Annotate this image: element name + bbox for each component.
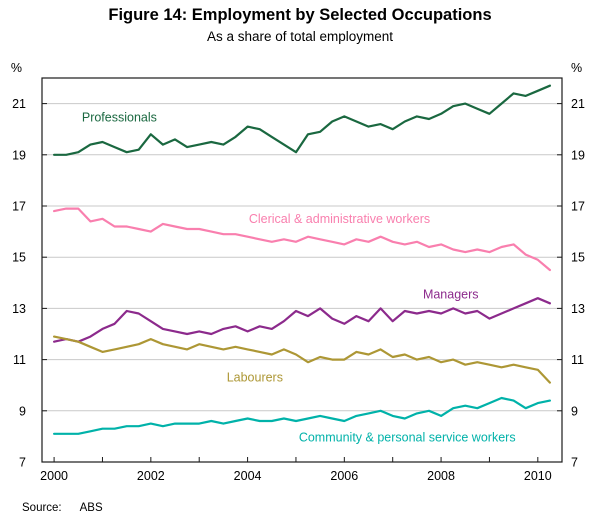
x-tick-label-2000: 2000 xyxy=(40,469,68,483)
source-label: Source: xyxy=(22,502,62,514)
y-tick-label-right-21: 21 xyxy=(571,97,585,111)
y-tick-label-right-9: 9 xyxy=(571,404,578,418)
y-tick-label-left-21: 21 xyxy=(12,97,26,111)
chart-title: Figure 14: Employment by Selected Occupa… xyxy=(108,6,492,24)
x-tick-label-2010: 2010 xyxy=(524,469,552,483)
series-line-managers xyxy=(52,297,552,343)
series-line-professionals xyxy=(52,84,552,156)
plot-border xyxy=(41,77,563,463)
y-tick-label-left-9: 9 xyxy=(19,404,26,418)
series-line-clerical-administrative-workers xyxy=(52,207,552,272)
x-tick-label-2004: 2004 xyxy=(234,469,262,483)
y-tick-label-left-7: 7 xyxy=(19,456,26,470)
unit-label-right: % xyxy=(571,61,582,75)
source-line: Source: ABS xyxy=(0,502,600,514)
x-tick-label-2002: 2002 xyxy=(137,469,165,483)
y-tick-label-right-19: 19 xyxy=(571,148,585,162)
y-tick-label-right-13: 13 xyxy=(571,302,585,316)
y-tick-label-right-15: 15 xyxy=(571,251,585,265)
x-tick-label-2006: 2006 xyxy=(330,469,358,483)
y-tick-label-right-7: 7 xyxy=(571,456,578,470)
x-tick-label-2008: 2008 xyxy=(427,469,455,483)
series-label-clerical-administrative-workers: Clerical & administrative workers xyxy=(249,212,430,226)
series-label-community-personal-service-workers: Community & personal service workers xyxy=(299,431,516,445)
y-tick-label-right-17: 17 xyxy=(571,200,585,214)
employment-line-chart: 7 7 9 9 11 11 13 13 15 15 17 17 19 19 21 21% % 2000 2002 20… xyxy=(11,61,585,483)
series-label-labourers: Labourers xyxy=(227,371,283,385)
figure-header: Figure 14: Employment by Selected Occupa… xyxy=(0,0,600,55)
y-tick-label-left-19: 19 xyxy=(12,148,26,162)
source-value: ABS xyxy=(79,502,103,514)
series-line-community-personal-service-workers xyxy=(52,396,552,435)
y-tick-label-left-15: 15 xyxy=(12,251,26,265)
y-tick-label-left-11: 11 xyxy=(13,353,26,367)
series-label-managers: Managers xyxy=(423,287,479,301)
unit-label-left: % xyxy=(11,61,22,75)
y-tick-label-left-17: 17 xyxy=(12,200,26,214)
y-tick-label-left-13: 13 xyxy=(12,302,26,316)
y-tick-label-right-11: 11 xyxy=(571,353,584,367)
chart-subtitle: As a share of total employment xyxy=(206,28,394,44)
series-label-professionals: Professionals xyxy=(82,111,157,125)
series-line-labourers xyxy=(52,335,552,384)
